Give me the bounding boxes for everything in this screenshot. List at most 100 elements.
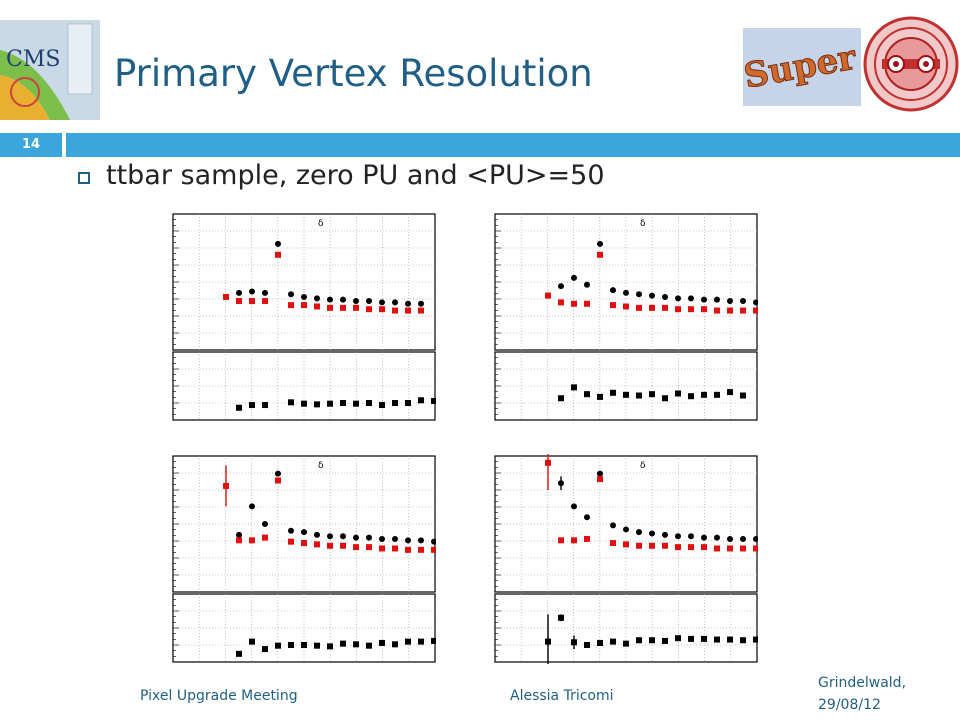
ratio-point	[366, 642, 372, 649]
resolution-point	[688, 533, 694, 540]
resolution-point	[571, 300, 577, 307]
bullet-square-icon	[78, 172, 90, 184]
resolution-point	[727, 307, 733, 314]
ratio-point	[740, 637, 746, 644]
resolution-point	[701, 544, 707, 551]
resolution-point	[675, 306, 681, 313]
resolution-point	[753, 535, 759, 542]
resolution-point	[649, 292, 655, 299]
resolution-point	[753, 545, 759, 552]
plot-3-svg: δ	[172, 455, 450, 663]
plot-frame	[494, 455, 758, 593]
ratio-point	[288, 642, 294, 648]
ratio-point	[649, 391, 655, 398]
resolution-point	[340, 542, 346, 549]
ratio-point	[418, 397, 424, 404]
resolution-point	[753, 299, 759, 306]
resolution-point	[236, 531, 242, 538]
ratio-point	[662, 395, 668, 402]
footer-date: 29/08/12	[818, 697, 881, 713]
resolution-point	[366, 544, 372, 551]
resolution-point	[340, 533, 346, 540]
ratio-point	[584, 391, 590, 398]
plot-panel-2: δ	[494, 212, 759, 422]
resolution-point	[714, 534, 720, 541]
resolution-point	[649, 530, 655, 537]
resolution-point	[366, 534, 372, 541]
ratio-point	[262, 646, 268, 653]
title-underline-bar	[66, 133, 960, 157]
resolution-point	[688, 295, 694, 302]
resolution-point	[366, 306, 372, 313]
ratio-point	[662, 637, 668, 644]
resolution-point	[249, 298, 255, 305]
resolution-point	[649, 304, 655, 311]
ratio-point	[366, 400, 372, 406]
ratio-point	[597, 393, 603, 400]
resolution-point	[662, 293, 668, 300]
resolution-point	[636, 542, 642, 549]
ratio-point	[610, 638, 616, 645]
ratio-point	[327, 400, 333, 407]
resolution-point	[623, 289, 629, 296]
resolution-point	[418, 546, 424, 553]
resolution-point	[740, 535, 746, 542]
resolution-point	[405, 300, 411, 307]
ratio-point	[545, 638, 551, 645]
resolution-point	[288, 302, 294, 309]
ratio-point	[392, 400, 398, 406]
ratio-point	[379, 639, 385, 646]
resolution-point	[597, 251, 603, 258]
resolution-point	[288, 538, 294, 545]
resolution-point	[571, 503, 577, 510]
resolution-point	[714, 307, 720, 314]
ratio-point	[340, 400, 346, 406]
resolution-point	[379, 306, 385, 313]
resolution-point	[301, 540, 307, 547]
resolution-point	[571, 274, 577, 281]
resolution-point	[392, 535, 398, 542]
resolution-point	[558, 283, 564, 290]
resolution-point	[623, 541, 629, 548]
resolution-point	[701, 534, 707, 541]
ratio-point	[675, 390, 681, 397]
resolution-point	[418, 537, 424, 544]
resolution-point	[262, 298, 268, 305]
ratio-point	[249, 638, 255, 645]
panel-label: δ	[318, 461, 324, 471]
ratio-point	[636, 392, 642, 399]
resolution-point	[405, 546, 411, 553]
resolution-point	[275, 251, 281, 258]
resolution-point	[688, 306, 694, 313]
resolution-point	[392, 545, 398, 552]
ratio-point	[558, 395, 564, 402]
resolution-point	[610, 302, 616, 309]
resolution-point	[314, 541, 320, 548]
super-logo: Super	[741, 28, 861, 106]
resolution-point	[340, 304, 346, 311]
resolution-point	[636, 291, 642, 298]
resolution-point	[558, 480, 564, 487]
resolution-point	[223, 482, 229, 489]
resolution-point	[558, 299, 564, 306]
resolution-point	[636, 304, 642, 311]
lhc-magnet-logo	[862, 15, 960, 113]
resolution-point	[353, 304, 359, 311]
resolution-point	[740, 545, 746, 552]
resolution-point	[379, 545, 385, 552]
resolution-point	[314, 303, 320, 310]
ratio-point	[636, 637, 642, 644]
resolution-point	[327, 296, 333, 303]
ratio-point	[623, 640, 629, 647]
resolution-point	[327, 542, 333, 549]
ratio-point	[701, 391, 707, 398]
ratio-point	[301, 400, 307, 407]
ratio-point	[431, 637, 437, 644]
ratio-point	[327, 643, 333, 650]
bullet-text: ttbar sample, zero PU and <PU>=50	[106, 160, 605, 191]
slide-number-bar	[0, 133, 62, 157]
resolution-point	[340, 296, 346, 303]
ratio-point	[558, 614, 564, 621]
resolution-point	[353, 534, 359, 541]
ratio-point	[571, 639, 577, 646]
